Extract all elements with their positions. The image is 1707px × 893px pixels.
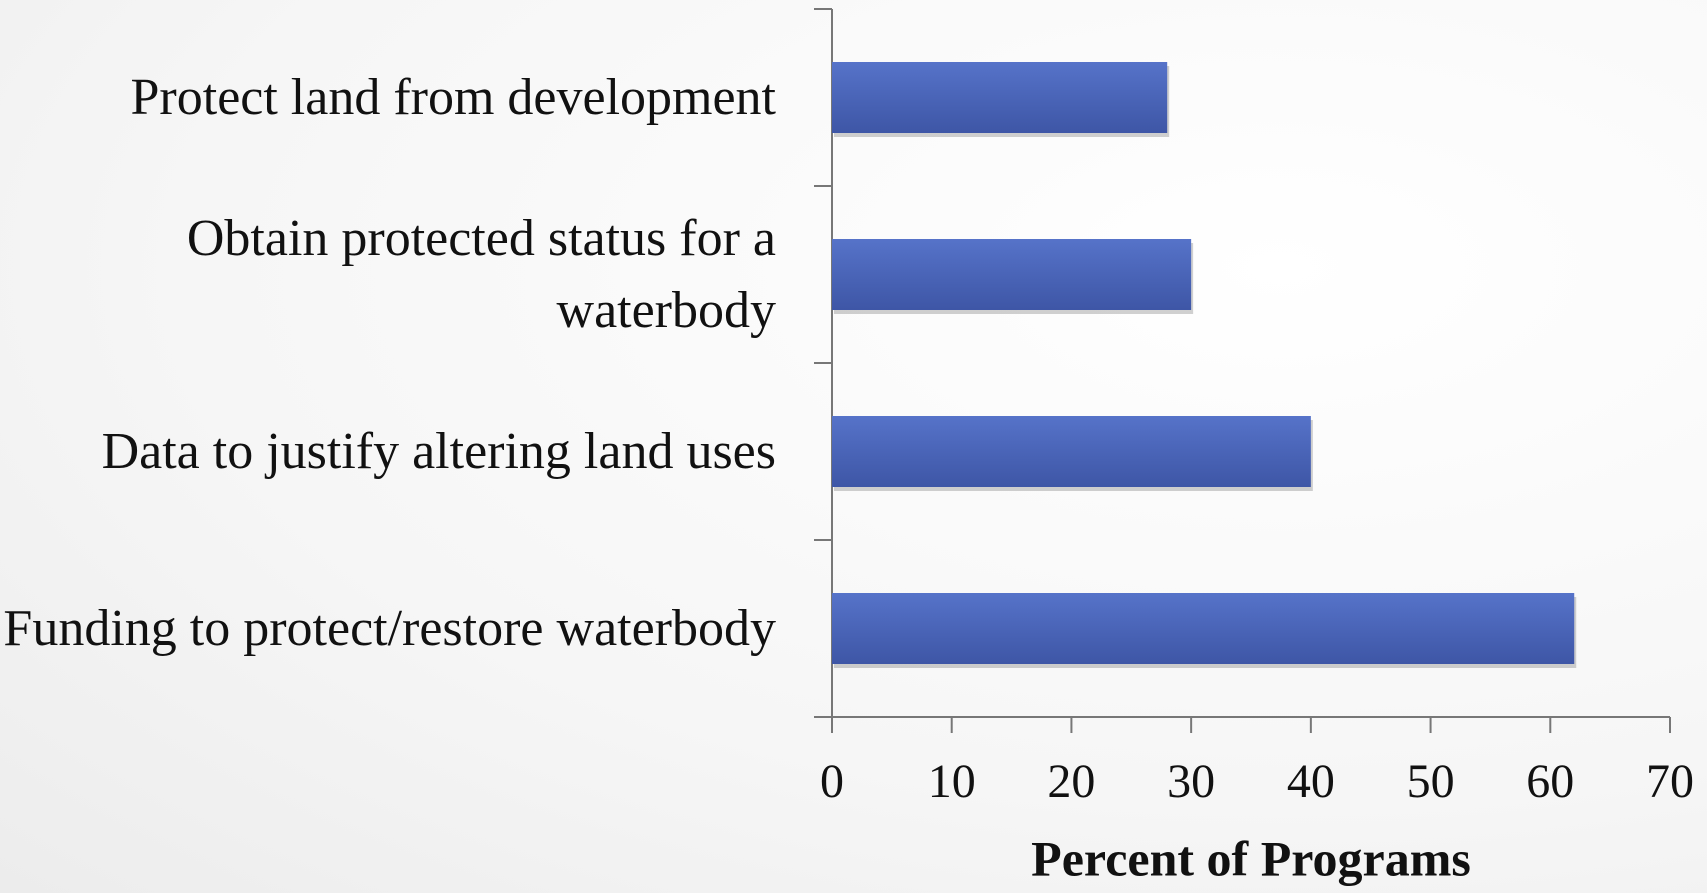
x-tick-label: 0 (820, 755, 844, 808)
x-tick-label: 70 (1646, 755, 1694, 808)
x-tick-label: 30 (1167, 755, 1215, 808)
x-tick-label: 50 (1407, 755, 1455, 808)
y-tick-label: Protect land from development (130, 68, 776, 126)
bar (832, 416, 1311, 487)
y-tick-label: Funding to protect/restore waterbody (3, 599, 776, 657)
bar (832, 593, 1575, 664)
x-tick-label: 60 (1526, 755, 1574, 808)
y-tick-label: Data to justify altering land uses (101, 422, 776, 480)
x-axis-title: Percent of Programs (1031, 830, 1471, 886)
x-tick-label: 10 (928, 755, 976, 808)
bar (832, 239, 1192, 310)
x-tick-label: 20 (1047, 755, 1095, 808)
x-tick-label: 40 (1287, 755, 1335, 808)
y-tick-label: Obtain protected status for a waterbody (186, 209, 776, 339)
bar (832, 62, 1168, 133)
